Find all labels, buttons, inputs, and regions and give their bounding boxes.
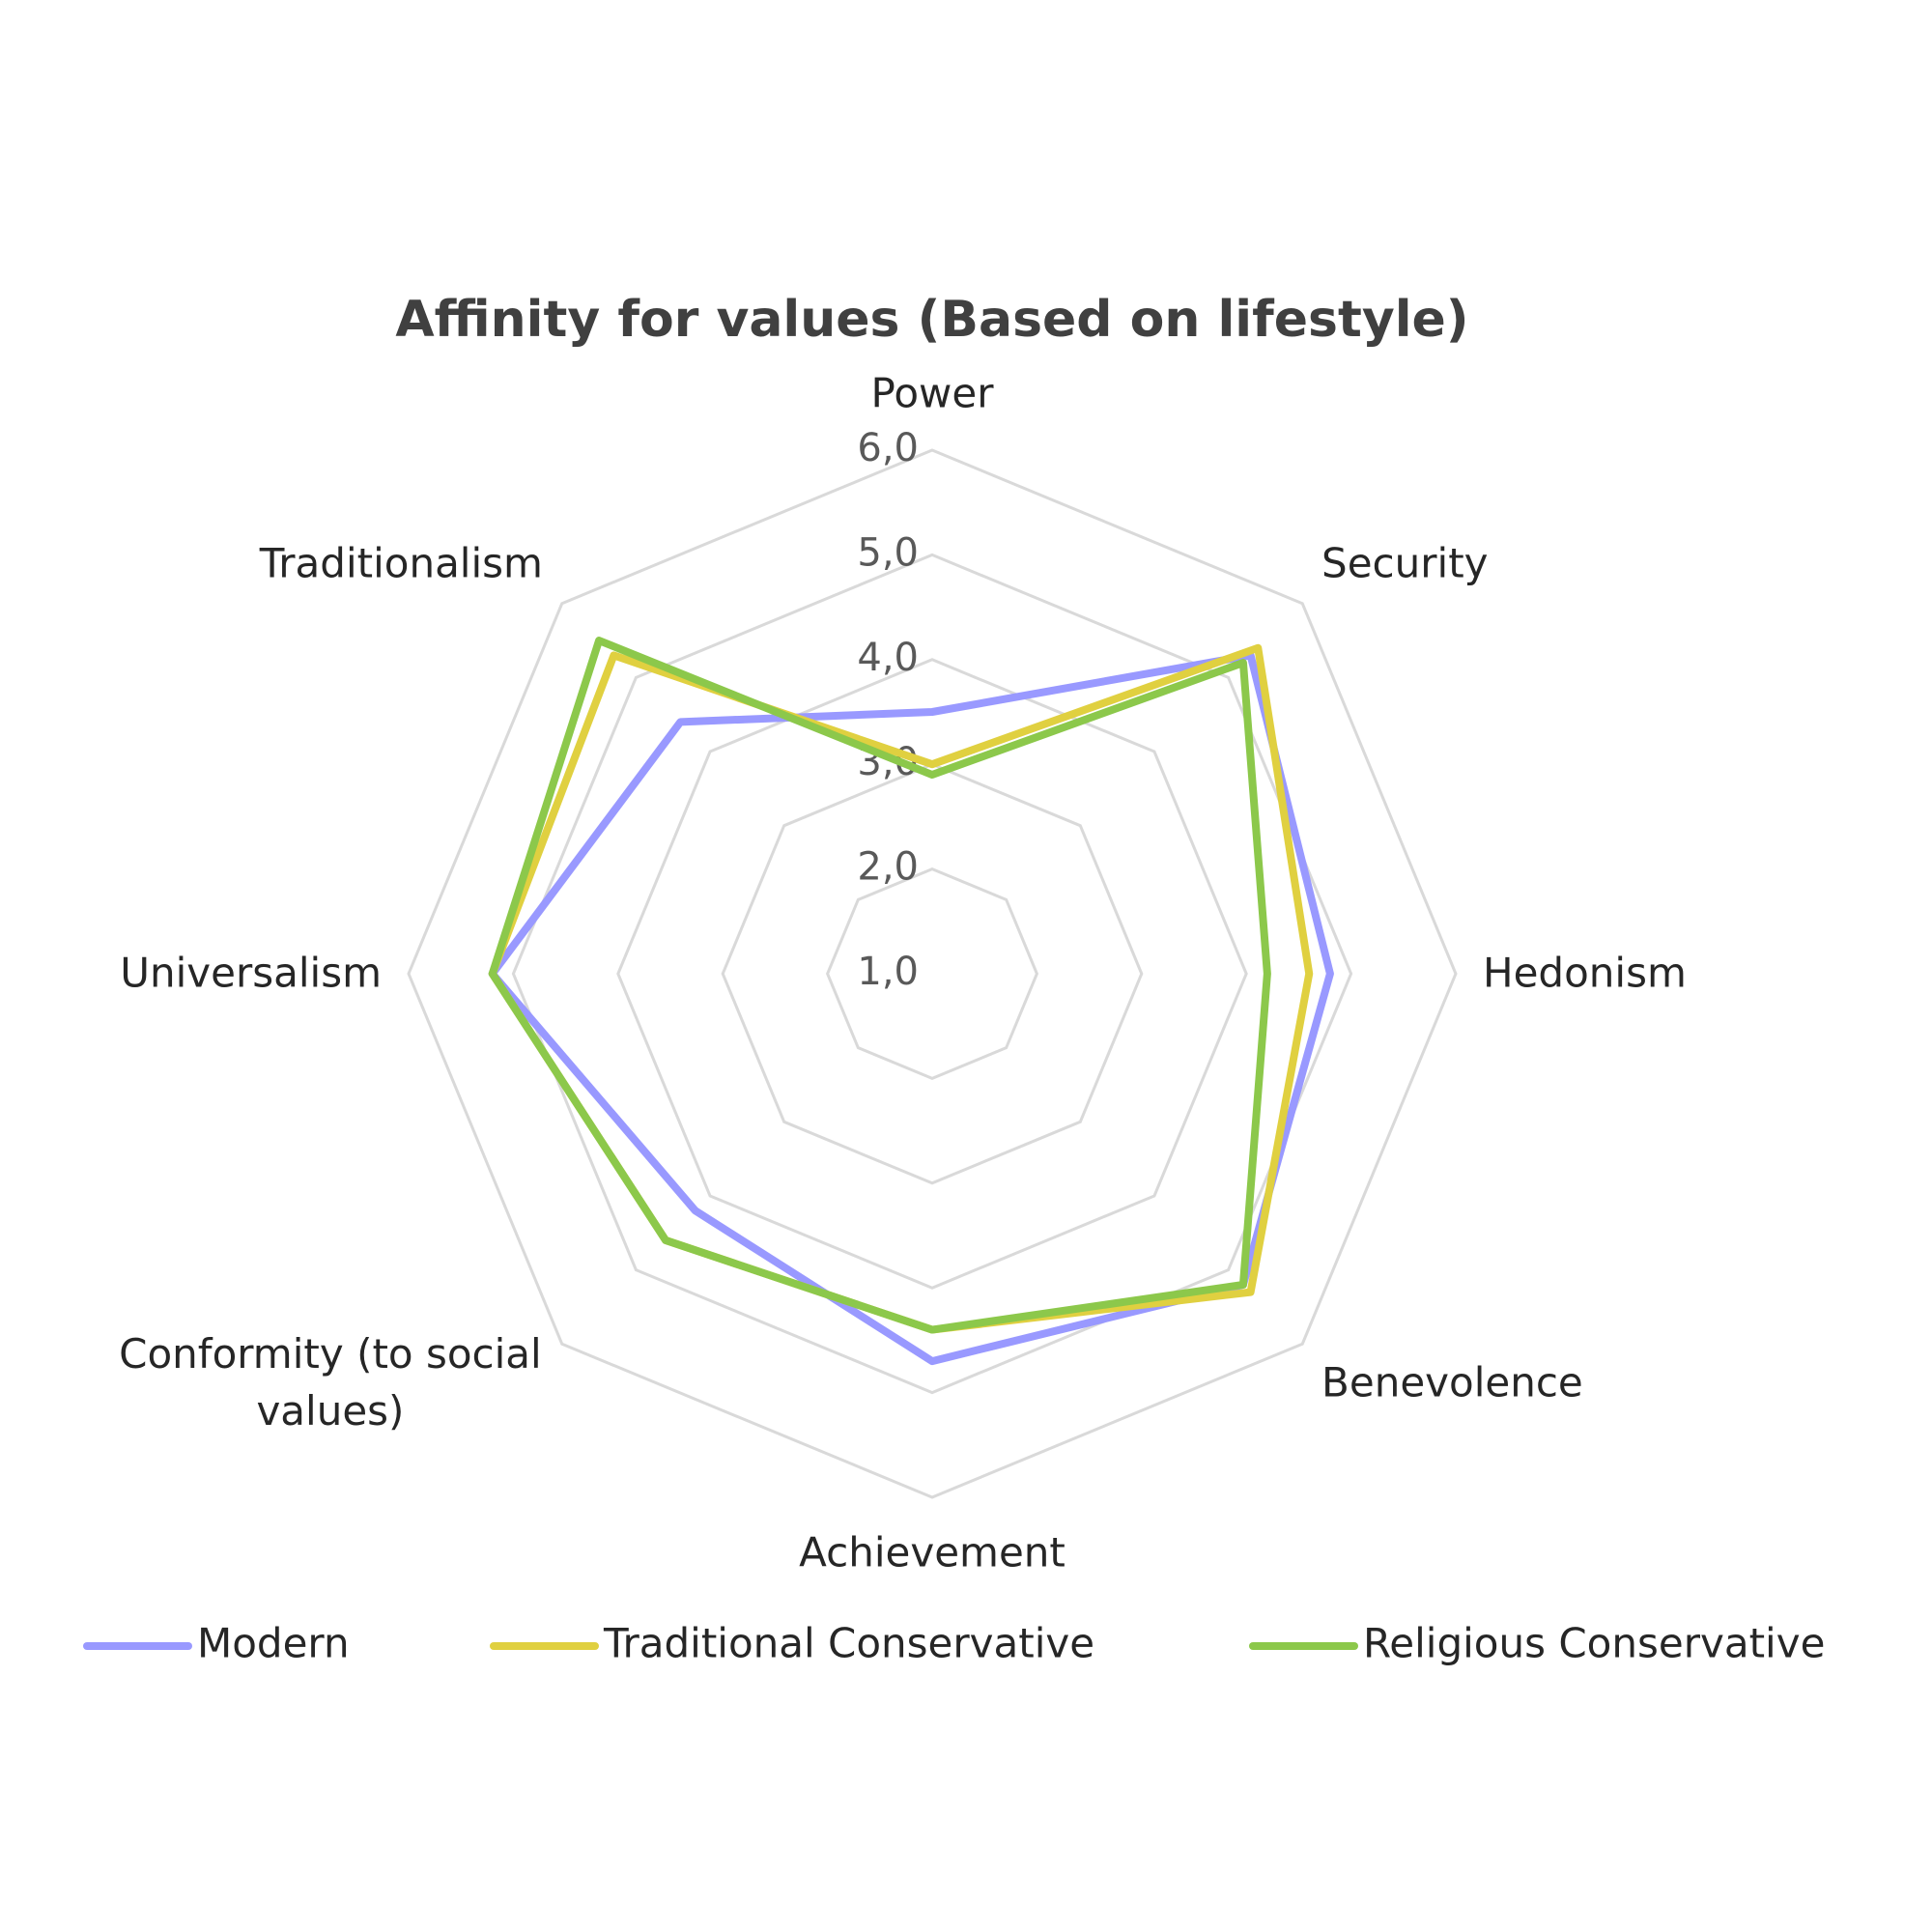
grid-ring (721, 762, 1144, 1185)
category-label: Security (1321, 539, 1489, 587)
grid-ring (407, 448, 1458, 1499)
category-label: Conformity (to social values) (119, 1330, 542, 1435)
y-tick-label: 4,0 (857, 636, 919, 680)
category-label: Achievement (799, 1528, 1065, 1577)
legend-label: Traditional Conservative (603, 1620, 1094, 1667)
category-label: Universalism (120, 949, 382, 997)
grid-ring (825, 867, 1039, 1081)
chart-title: Affinity for values (Based on lifestyle) (395, 291, 1468, 349)
y-tick-label: 5,0 (857, 530, 919, 575)
grid-ring (511, 553, 1353, 1395)
y-tick-label: 1,0 (857, 950, 919, 994)
y-tick-label: 6,0 (857, 426, 919, 470)
series-line (488, 637, 1271, 1334)
grid-ring (616, 658, 1248, 1290)
y-tick-label: 2,0 (857, 845, 919, 890)
legend-label: Modern (197, 1620, 350, 1667)
category-label: Hedonism (1483, 949, 1687, 997)
legend-label: Religious Conservative (1363, 1620, 1825, 1667)
category-label: Power (870, 369, 994, 417)
category-label: Benevolence (1321, 1358, 1583, 1406)
category-label: Traditionalism (259, 539, 543, 587)
